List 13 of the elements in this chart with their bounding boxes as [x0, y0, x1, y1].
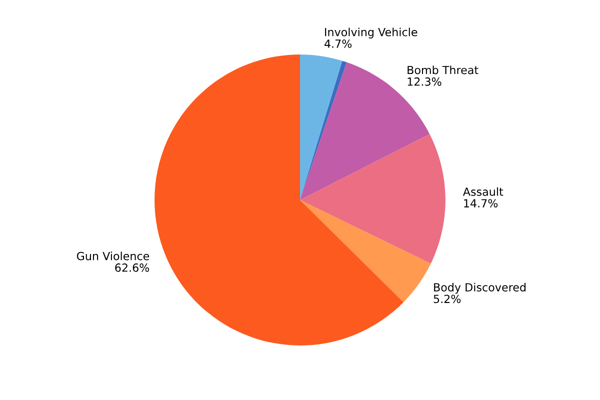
slice-label: Bomb Threat [408, 66, 478, 74]
data-label: 4.7% [324, 39, 352, 48]
slice-label: Gun Violence [76, 252, 150, 260]
data-label: 12.3% [408, 77, 442, 86]
slice-label: Involving Vehicle [325, 28, 418, 38]
pie-slice [300, 200, 431, 302]
slice-label: Body Discovered [434, 282, 526, 294]
data-label: 5.2% [434, 294, 461, 304]
data-label: 14.7% [464, 199, 498, 208]
slice-label: Assault [462, 187, 504, 196]
data-label: 62.6% [115, 263, 150, 272]
pie-slice [154, 54, 404, 346]
pie-slice [300, 134, 446, 264]
